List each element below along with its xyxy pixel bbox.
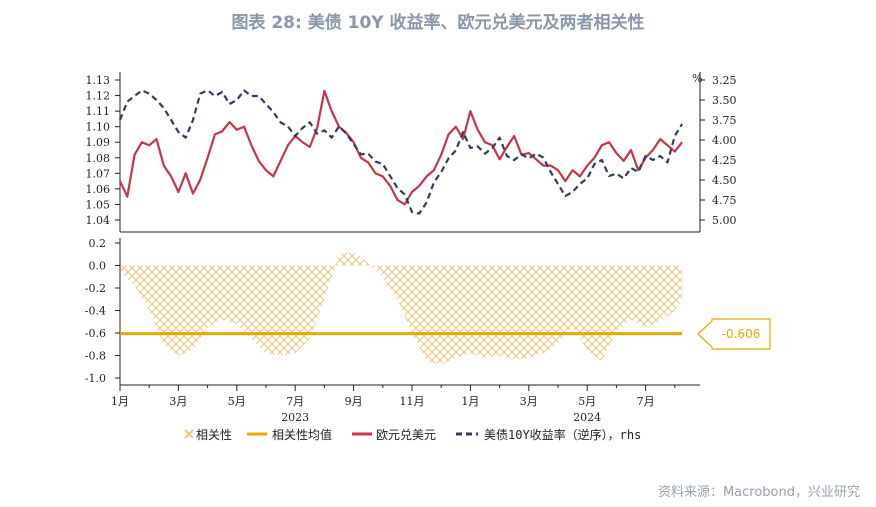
right-axis-tick-label: 4.75 [712,194,737,207]
right-axis-tick-label: 4.25 [712,154,737,167]
x-axis-tick-label: 11月 [400,395,425,408]
left-axis-tick-label: 1.10 [86,121,111,134]
right-axis-unit: % [692,72,702,85]
x-axis-tick-label: 1月 [111,395,129,408]
bottom-axis-tick-label: -0.8 [85,350,106,363]
legend-correlation-label: 相关性 [196,428,232,442]
legend-treasury-label: 美债10Y收益率（逆序），rhs [484,427,641,442]
bottom-axis-tick-label: -1.0 [85,372,106,385]
left-axis-tick-label: 1.07 [86,167,111,180]
right-axis-tick-label: 5.00 [712,214,737,227]
legend-correlation-swatch [184,429,194,439]
x-axis-tick-label: 3月 [169,395,187,408]
eurusd-line [119,89,683,206]
legend: 相关性 相关性均值 欧元兑美元 美债10Y收益率（逆序），rhs [184,427,641,442]
x-axis-tick-label: 1月 [461,395,479,408]
legend-eurusd-label: 欧元兑美元 [376,428,436,442]
x-axis-tick-label: 7月 [637,395,655,408]
right-axis-tick-label: 3.25 [712,74,737,87]
right-axis-tick-label: 4.00 [712,134,737,147]
left-axis-tick-label: 1.04 [86,214,111,227]
legend-correlation: 相关性 [184,428,232,442]
legend-correlation-avg: 相关性均值 [247,427,332,442]
bottom-axis-tick-label: -0.2 [85,282,106,295]
legend-correlation-avg-label: 相关性均值 [272,427,332,442]
legend-eurusd: 欧元兑美元 [352,428,436,442]
legend-treasury: 美债10Y收益率（逆序），rhs [456,427,641,442]
bottom-axis-tick-label: 0.0 [89,260,107,273]
x-axis-tick-label: 7月 [286,395,304,408]
bottom-axis-tick-label: -0.6 [85,327,106,340]
x-axis-tick-label: 3月 [520,395,538,408]
source-note: 资料来源：Macrobond，兴业研究 [657,485,860,500]
top-panel: % 1.13 1.12 1.11 1.10 1.09 1.08 1.07 1.06 1.05 1.… [86,72,737,233]
left-axis-tick-label: 1.09 [86,136,111,149]
avg-annotation: -0.606 [697,318,771,350]
avg-annotation-label: -0.606 [722,327,761,341]
left-axis-tick-label: 1.11 [86,105,111,118]
left-axis-tick-label: 1.12 [86,90,111,103]
left-axis-tick-label: 1.08 [86,152,111,165]
right-axis-tick-label: 4.50 [712,174,737,187]
left-axis-tick-label: 1.13 [86,74,111,87]
bottom-axis-tick-label: 0.2 [89,237,107,250]
left-axis-tick-label: 1.06 [86,183,111,196]
x-axis-tick-label: 9月 [345,395,363,408]
bottom-axis-tick-label: -0.4 [85,305,106,318]
page-title: 图表 28: 美债 10Y 收益率、欧元兑美元及两者相关性 [231,13,645,33]
year-label-2024: 2024 [573,411,601,424]
right-axis-tick-label: 3.75 [712,114,737,127]
left-axis-tick-label: 1.05 [86,198,111,211]
right-axis-tick-label: 3.50 [712,94,737,107]
x-axis-tick-label: 5月 [228,395,246,408]
year-label-2023: 2023 [281,411,309,424]
bottom-panel: 0.2 0.0 -0.2 -0.4 -0.6 -0.8 -1.0 1月 3月 5月 7月 9月 11月… [85,237,700,424]
correlation-area [120,252,683,365]
treasury-line [118,89,684,215]
x-axis-tick-label: 5月 [578,395,596,408]
